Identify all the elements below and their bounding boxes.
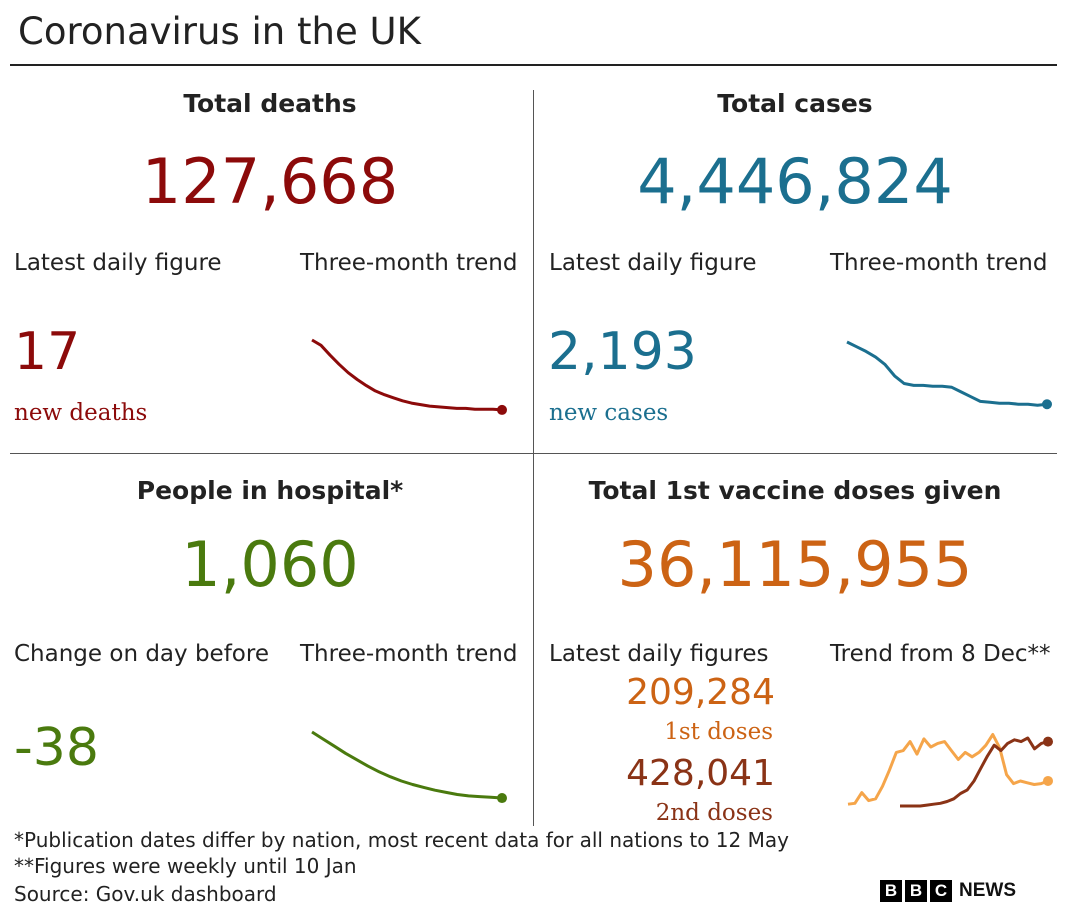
- vaccine-title: Total 1st vaccine doses given: [588, 476, 1002, 505]
- bbc-logo-letter: C: [930, 880, 952, 902]
- hospital-trend-label: Three-month trend: [300, 641, 518, 667]
- vaccine-latest-label: Latest daily figures: [549, 641, 769, 667]
- deaths-trend-endpoint: [497, 404, 507, 415]
- deaths-title: Total deaths: [183, 89, 357, 118]
- source-note: Source: Gov.uk dashboard: [14, 882, 277, 906]
- hospital-trend-line: [311, 730, 503, 800]
- cases-title: Total cases: [717, 89, 873, 118]
- vaccine-dose1-line: [847, 733, 1049, 806]
- title-divider: [10, 64, 1057, 66]
- vaccine-dose2-line: [900, 736, 1049, 808]
- cases-total: 4,446,824: [637, 145, 953, 218]
- cases-latest-label: Latest daily figure: [549, 250, 757, 276]
- deaths-trend-label: Three-month trend: [300, 250, 518, 276]
- bbc-logo-letter: B: [880, 880, 902, 902]
- vaccine-second-label: 2nd doses: [655, 800, 773, 826]
- bbc-logo-news: NEWS: [959, 880, 1016, 901]
- hospital-total: 1,060: [181, 528, 359, 601]
- footnote-weekly: **Figures were weekly until 10 Jan: [14, 854, 357, 878]
- footnote-publication: *Publication dates differ by nation, mos…: [14, 828, 789, 852]
- deaths-trend-chart: [311, 338, 507, 415]
- vaccine-first-value: 209,284: [626, 672, 775, 713]
- page-title: Coronavirus in the UK: [18, 10, 421, 53]
- cases-trend-endpoint: [1042, 399, 1052, 410]
- cases-trend-chart: [846, 340, 1052, 410]
- deaths-latest-value: 17: [14, 322, 81, 382]
- vaccine-dose1-endpoint: [1043, 775, 1053, 786]
- deaths-total: 127,668: [141, 145, 399, 218]
- vaccine-trend-label: Trend from 8 Dec**: [830, 641, 1051, 667]
- deaths-trend-line: [311, 338, 503, 412]
- hospital-trend-chart: [311, 730, 507, 804]
- hospital-change-label: Change on day before: [14, 641, 269, 667]
- vaccine-trend-chart: [847, 733, 1053, 808]
- deaths-latest-unit: new deaths: [14, 400, 148, 426]
- hospital-trend-endpoint: [497, 793, 507, 804]
- hospital-title: People in hospital*: [136, 476, 404, 505]
- horizontal-divider: [10, 453, 1057, 454]
- cases-trend-line: [846, 340, 1048, 407]
- cases-trend-label: Three-month trend: [830, 250, 1048, 276]
- vaccine-dose2-endpoint: [1043, 736, 1053, 747]
- vaccine-first-label: 1st doses: [664, 719, 773, 745]
- vaccine-second-value: 428,041: [626, 753, 775, 794]
- cases-latest-value: 2,193: [548, 322, 697, 382]
- bbc-logo-letter: B: [905, 880, 927, 902]
- cases-latest-unit: new cases: [549, 400, 669, 426]
- vertical-divider: [533, 90, 534, 826]
- hospital-change-value: -38: [14, 718, 99, 778]
- deaths-latest-label: Latest daily figure: [14, 250, 222, 276]
- vaccine-total: 36,115,955: [617, 528, 973, 601]
- bbc-news-logo: B B C NEWS: [880, 879, 1016, 903]
